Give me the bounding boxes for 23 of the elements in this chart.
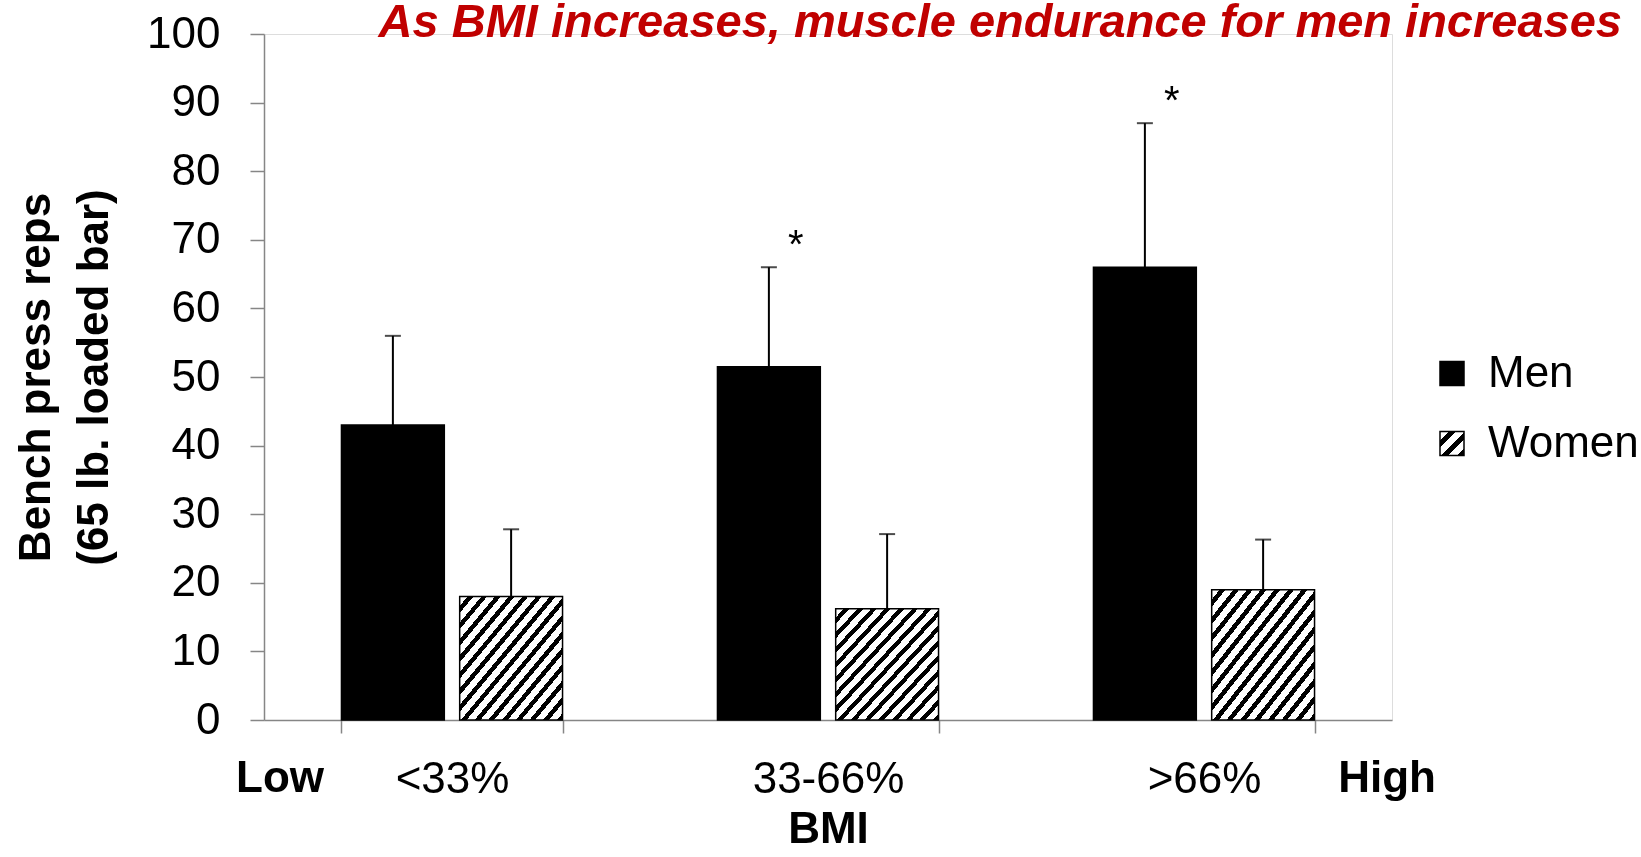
y-tick-label: 40	[171, 419, 221, 469]
x-axis-title: BMI	[788, 802, 869, 852]
y-tick-label: 100	[147, 7, 221, 57]
y-tick-label: 70	[171, 213, 221, 263]
y-tick-label: 50	[171, 350, 221, 400]
y-tick-label: 20	[171, 556, 221, 606]
y-tick-label: 10	[171, 624, 221, 674]
chart-title: As BMI increases, muscle endurance for men increases	[377, 0, 1622, 47]
legend-label: Women	[1488, 416, 1639, 466]
x-tick-label: >66%	[1147, 752, 1262, 802]
y-tick-label: 0	[196, 693, 221, 743]
text: Low	[236, 752, 325, 801]
annotation: *	[788, 222, 804, 267]
x-tick-label: 33-66%	[752, 752, 905, 802]
legend-label: Men	[1488, 346, 1574, 396]
y-tick-label: 90	[171, 76, 221, 126]
y-tick-label: 30	[171, 487, 221, 537]
annotation: *	[1164, 78, 1180, 123]
y-tick-label: 80	[171, 144, 221, 194]
text: High	[1338, 752, 1436, 801]
x-tick-label: <33%	[395, 752, 510, 802]
y-tick-label: 60	[171, 281, 221, 331]
y-axis-title: Bench press reps (65 lb. loaded bar)	[10, 189, 118, 566]
